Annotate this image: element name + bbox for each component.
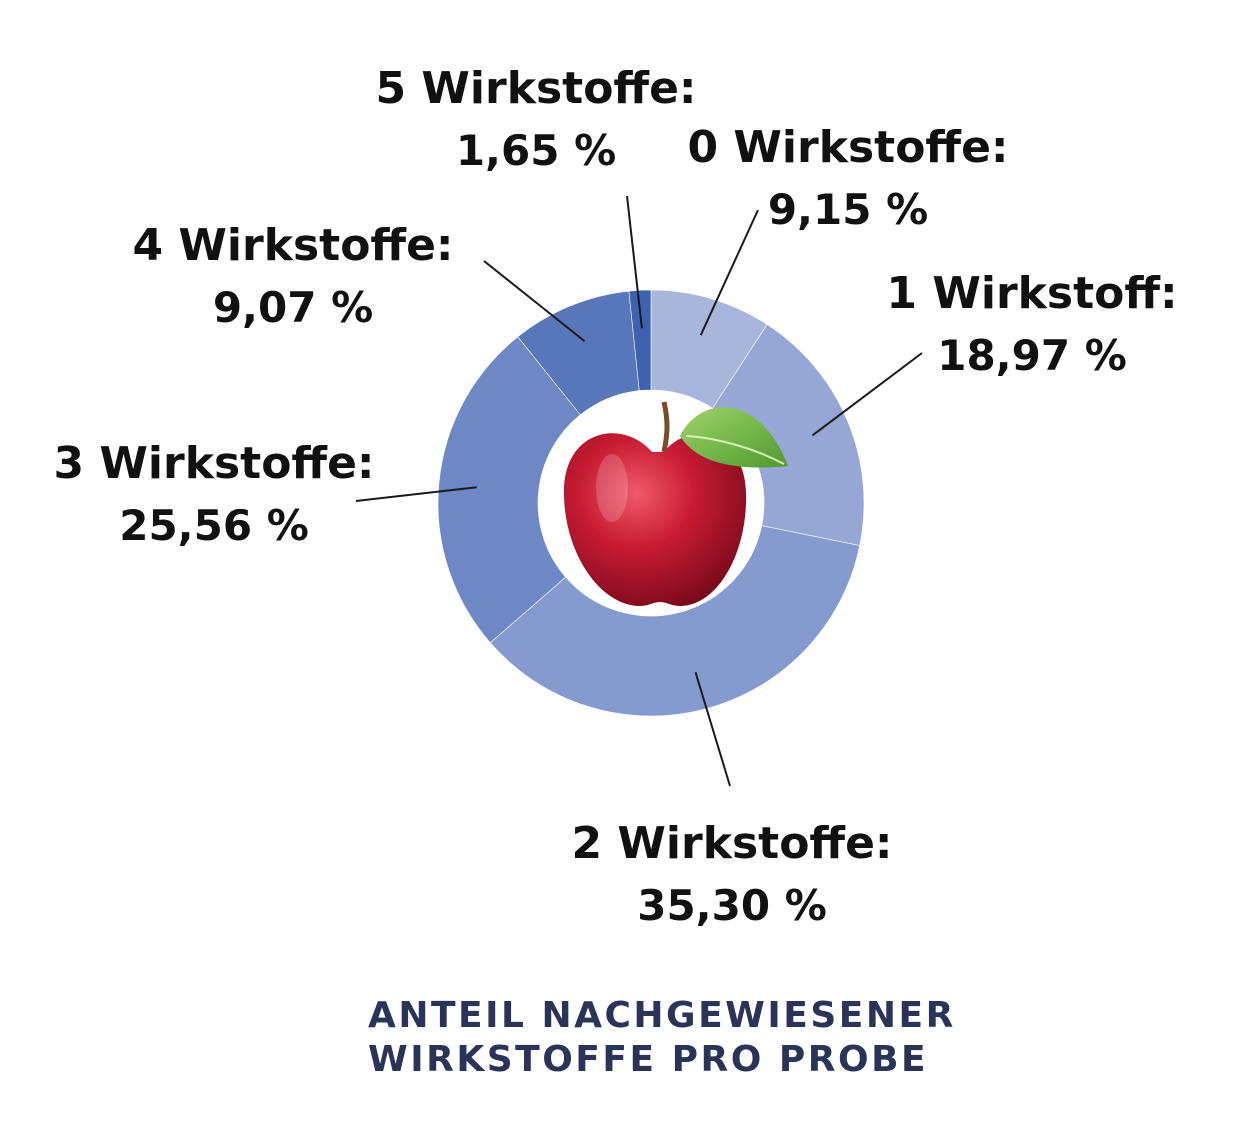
slice-label-name-1: 1 Wirkstoff: xyxy=(886,268,1177,319)
chart-title-line-2: WIRKSTOFFE PRO PROBE xyxy=(368,1039,929,1080)
leader-line-1 xyxy=(811,352,923,437)
leader-line-5 xyxy=(626,195,643,329)
slice-label-value-1: 18,97 % xyxy=(937,331,1127,380)
slice-label-name-2: 2 Wirkstoffe: xyxy=(571,818,892,869)
slice-label-value-2: 35,30 % xyxy=(637,881,827,930)
apple-icon xyxy=(563,401,788,606)
leader-line-2 xyxy=(694,671,731,787)
slice-label-name-3: 3 Wirkstoffe: xyxy=(53,438,374,489)
leader-line-3 xyxy=(355,486,477,502)
slice-label-name-4: 4 Wirkstoffe: xyxy=(132,220,453,271)
slice-label-value-3: 25,56 % xyxy=(119,501,309,550)
leader-line-4 xyxy=(483,260,586,342)
slice-label-name-0: 0 Wirkstoffe: xyxy=(687,122,1008,173)
chart-title-line-1: ANTEIL NACHGEWIESENER xyxy=(368,995,956,1036)
leader-line-0 xyxy=(699,209,759,336)
slice-label-value-0: 9,15 % xyxy=(768,185,928,234)
slice-label-value-5: 1,65 % xyxy=(456,126,616,175)
leader-lines xyxy=(355,195,923,787)
slice-label-value-4: 9,07 % xyxy=(213,283,373,332)
slice-labels: 0 Wirkstoffe: 9,15 % 1 Wirkstoff: 18,97 % 2 … xyxy=(53,63,1177,930)
slice-label-name-5: 5 Wirkstoffe: xyxy=(375,63,696,114)
